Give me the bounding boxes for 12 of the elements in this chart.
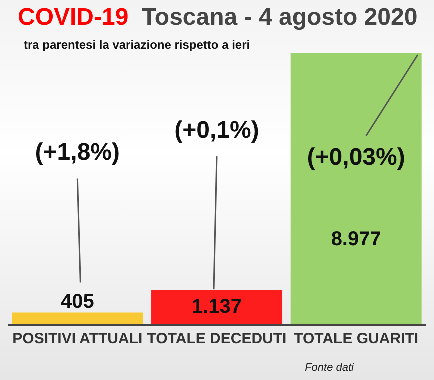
x-tick-label: TOTALE DECEDUTI xyxy=(147,330,287,348)
chart-subtitle: tra parentesi la variazione rispetto a ieri xyxy=(24,38,250,52)
annotation: (+1,8%) xyxy=(34,138,121,167)
x-tick-label: TOTALE GUARITI xyxy=(294,330,419,348)
annotation: (+0,1%) xyxy=(174,116,260,145)
data-label: 8.977 xyxy=(331,228,382,250)
source-note: Fonte dati xyxy=(305,362,354,374)
x-tick-label: POSITIVI ATTUALI xyxy=(12,330,143,348)
data-label: 1.137 xyxy=(192,296,242,318)
chart-title: COVID-19 Toscana - 4 agosto 2020 xyxy=(18,4,418,31)
annotation: (+0,03%) xyxy=(306,144,406,172)
data-label: 405 xyxy=(60,291,94,314)
